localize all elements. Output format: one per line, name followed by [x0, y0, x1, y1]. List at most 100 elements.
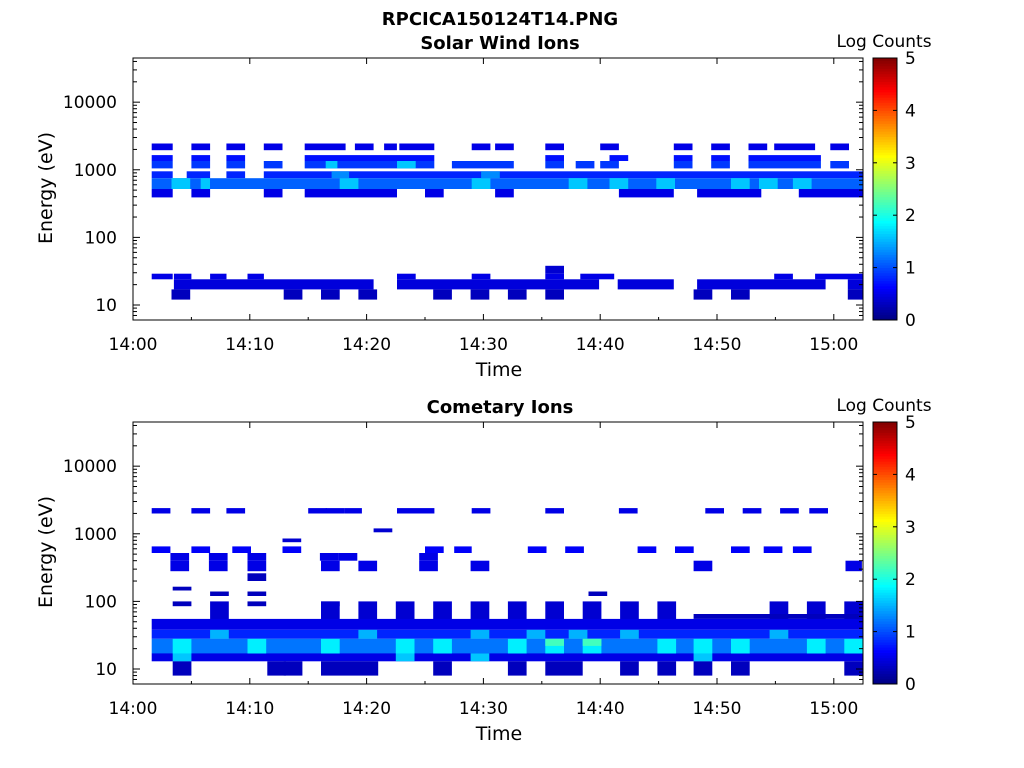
band-cell-0-12: [780, 508, 799, 514]
colorbar-segment: [873, 657, 897, 661]
colorbar: 0 1 2 3 4 5: [872, 413, 916, 695]
colorbar-segment: [873, 81, 897, 85]
band-cell-4-4: [338, 553, 358, 561]
band-cell-5-1: [191, 189, 211, 198]
band-cell-5-1: [208, 560, 228, 572]
band-cell-13-0: [151, 629, 863, 639]
colorbar-segment: [873, 128, 897, 132]
colorbar-segment: [873, 202, 897, 206]
band-cell-4-5: [419, 553, 438, 561]
band-cell-0-2: [226, 143, 246, 151]
band-cell-0-11: [600, 143, 619, 151]
band-cell-9-1: [247, 601, 267, 607]
accent-cell-0-7: [731, 178, 750, 189]
colorbar-segment: [873, 511, 897, 515]
colorbar-segment: [873, 249, 897, 253]
accent-cell-0-5: [507, 638, 527, 654]
colorbar-segment: [873, 99, 897, 103]
colorbar-segment: [873, 474, 897, 478]
heatmap-cells: [151, 143, 863, 300]
band-cell-3-0: [151, 546, 171, 553]
band-cell-3-8: [637, 546, 657, 553]
band-cell-9-3: [358, 289, 378, 300]
band-cell-5-5: [495, 189, 514, 198]
colorbar-segment: [873, 314, 897, 318]
colorbar-segment: [873, 537, 897, 541]
colorbar-segment: [873, 149, 897, 153]
y-tick-label: 100: [85, 228, 117, 248]
y-tick-label: 10: [95, 296, 117, 316]
colorbar-segment: [873, 189, 897, 193]
band-cell-9-4: [433, 289, 452, 300]
band-cell-0-8: [545, 508, 564, 514]
colorbar-segment: [873, 262, 897, 266]
colorbar-segment: [873, 181, 897, 185]
colorbar-label: Log Counts: [836, 32, 931, 52]
colorbar-segment: [873, 652, 897, 656]
colorbar-frame: [872, 57, 898, 321]
band-cell-16-0: [172, 661, 192, 676]
band-cell-0-1: [191, 508, 211, 514]
colorbar-segment: [873, 139, 897, 143]
band-cell-16-7: [620, 661, 639, 676]
band-cell-8-0: [210, 591, 229, 596]
x-tick-label: 15:00: [809, 699, 858, 719]
colorbar-segment: [873, 453, 897, 457]
colorbar-segment: [873, 461, 897, 465]
colorbar-segment: [873, 655, 897, 659]
colorbar-segment: [873, 278, 897, 282]
band-cell-0-14: [748, 143, 768, 151]
accent-cell-0-0: [172, 638, 192, 654]
band-cell-9-2: [321, 289, 340, 300]
band-cell-0-9: [495, 143, 514, 151]
colorbar-segment: [873, 175, 897, 179]
band-cell-6-0: [247, 573, 267, 581]
colorbar-segment: [873, 170, 897, 174]
band-cell-0-13: [711, 143, 730, 151]
band-cell-2-8: [600, 161, 619, 169]
band-cell-5-4: [425, 189, 444, 198]
colorbar-segment: [873, 505, 897, 509]
colorbar-segment: [873, 534, 897, 538]
colorbar-segment: [873, 660, 897, 664]
band-cell-0-0: [151, 143, 173, 151]
colorbar-segment: [873, 663, 897, 667]
colorbar-segment: [873, 539, 897, 543]
x-tick-label: 14:30: [459, 335, 508, 355]
y-tick-label: 1000: [74, 525, 117, 545]
band-cell-2-3: [263, 161, 283, 169]
band-cell-9-0: [172, 601, 192, 607]
colorbar-segment: [873, 581, 897, 585]
colorbar-segment: [873, 545, 897, 549]
band-cell-0-15: [774, 143, 816, 151]
band-cell-16-3: [321, 661, 379, 676]
colorbar-segment: [873, 65, 897, 69]
colorbar-segment: [873, 477, 897, 481]
colorbar-tick-label: 4: [905, 465, 916, 485]
band-cell-11-0: [693, 614, 863, 619]
colorbar-segment: [873, 532, 897, 536]
colorbar-segment: [873, 223, 897, 227]
colorbar-segment: [873, 665, 897, 669]
x-tick-label: 14:00: [109, 335, 158, 355]
colorbar-segment: [873, 141, 897, 145]
x-axis: 14:00 14:10 14:20 14:30 14:40 14:50 15:00: [109, 422, 858, 719]
band-cell-2-12: [830, 161, 849, 169]
colorbar-segment: [873, 600, 897, 604]
band-cell-16-10: [731, 661, 750, 676]
colorbar-segment: [873, 285, 897, 289]
band-cell-2-5: [451, 161, 514, 169]
band-cell-2-6: [545, 161, 564, 169]
colorbar-segment: [873, 610, 897, 614]
colorbar-segment: [873, 233, 897, 237]
colorbar-segment: [873, 280, 897, 284]
colorbar-segment: [873, 463, 897, 467]
band-cell-5-3: [321, 560, 340, 572]
colorbar-frame: [872, 421, 898, 685]
band-cell-9-0: [171, 289, 191, 300]
x-axis-label: Time: [475, 723, 523, 745]
accent-cell-2-3: [693, 653, 713, 662]
band-cell-3-1: [186, 171, 211, 179]
band-cell-9-9: [731, 289, 750, 300]
band-cell-0-10: [705, 508, 724, 514]
